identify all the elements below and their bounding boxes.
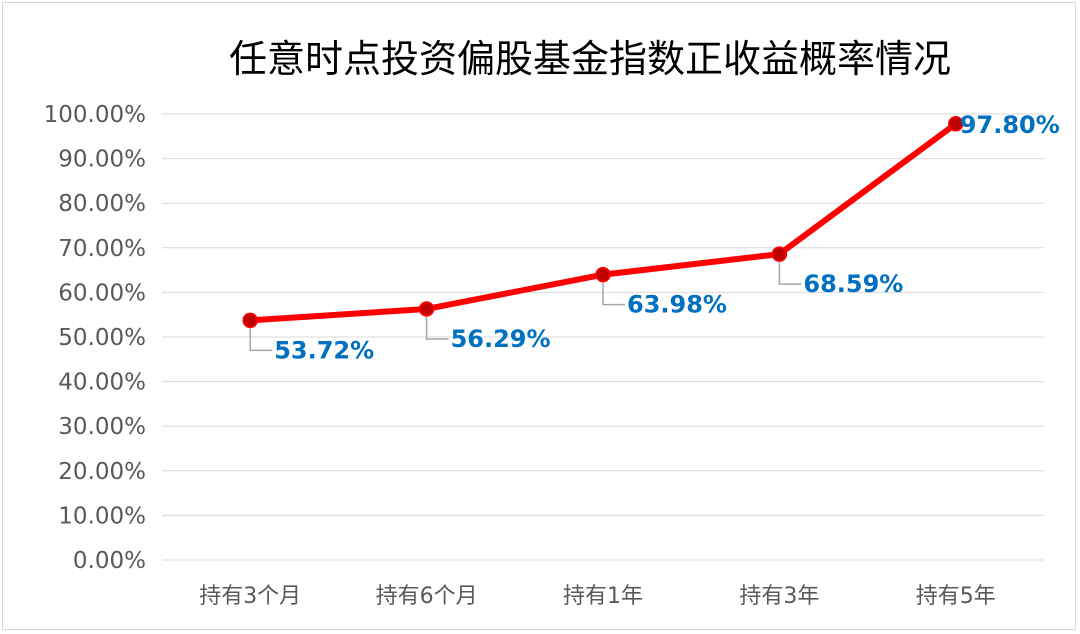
- y-tick-label: 90.00%: [58, 147, 146, 173]
- x-tick-label: 持有3个月: [199, 584, 301, 609]
- y-tick-label: 70.00%: [58, 236, 146, 262]
- y-tick-label: 40.00%: [58, 370, 146, 396]
- chart-title: 任意时点投资偏股基金指数正收益概率情况: [229, 37, 951, 81]
- data-label-leader: [778, 262, 802, 285]
- x-tick-label: 持有5年: [916, 584, 996, 609]
- y-tick-label: 80.00%: [58, 191, 146, 217]
- data-point-marker: [771, 246, 788, 262]
- y-tick-label: 10.00%: [58, 503, 146, 529]
- y-tick-label: 60.00%: [58, 280, 146, 306]
- y-axis-ticks: 0.00% 10.00% 20.00% 30.00% 40.00% 50.00% 60.00…: [44, 102, 146, 574]
- x-tick-label: 持有6个月: [376, 584, 478, 609]
- y-tick-label: 20.00%: [58, 459, 146, 485]
- y-tick-label: 50.00%: [58, 325, 146, 351]
- data-point-marker: [242, 312, 258, 329]
- data-point-marker: [948, 116, 964, 132]
- x-tick-label: 持有3年: [739, 584, 819, 609]
- data-label: 97.80%: [960, 111, 1060, 139]
- x-tick-label: 持有1年: [563, 584, 643, 609]
- data-label-leader: [249, 328, 273, 352]
- y-tick-label: 0.00%: [73, 548, 146, 574]
- data-label: 53.72%: [274, 336, 374, 364]
- data-point-marker: [418, 301, 435, 317]
- data-point-marker: [595, 266, 611, 283]
- data-label-leader: [602, 282, 625, 306]
- data-label: 63.98%: [627, 291, 727, 319]
- data-label: 68.59%: [803, 270, 903, 298]
- y-tick-label: 30.00%: [58, 414, 146, 440]
- data-label-leader: [425, 316, 449, 340]
- data-labels: 53.72% 56.29% 63.98% 68.59% 97.80%: [249, 111, 1060, 364]
- gridlines: [162, 113, 1044, 561]
- y-tick-label: 100.00%: [44, 102, 146, 128]
- series-line-group: [242, 116, 964, 329]
- x-axis-ticks: 持有3个月 持有6个月 持有1年 持有3年 持有5年: [199, 584, 996, 609]
- data-label: 56.29%: [451, 325, 551, 353]
